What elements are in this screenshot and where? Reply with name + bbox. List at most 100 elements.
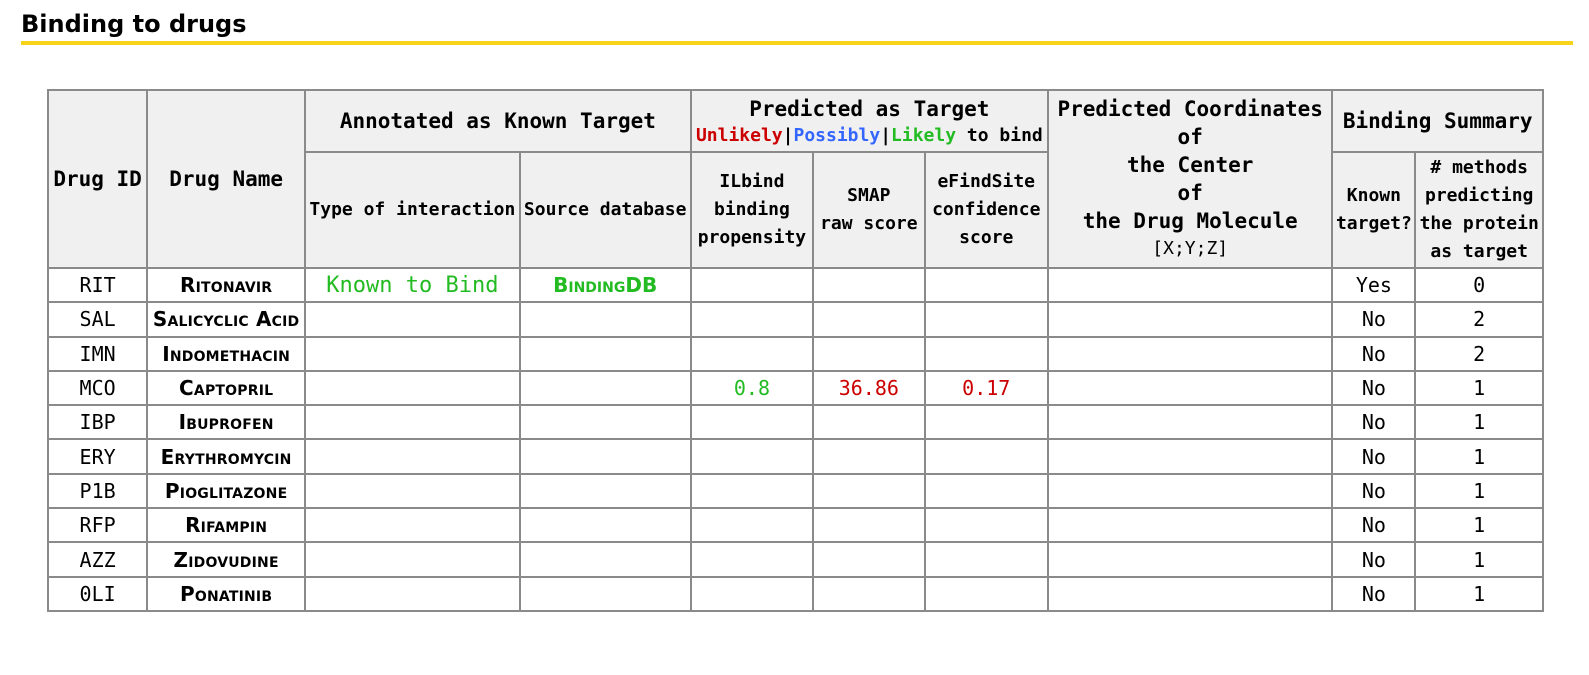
table-row: MCO Captopril 0.8 36.86 0.17 No 1 — [46, 369, 1544, 407]
coordinates-cell — [1046, 301, 1334, 338]
table-row: ERY Erythromycin No 1 — [46, 438, 1544, 475]
source-database-cell — [518, 438, 692, 475]
source-database-cell — [518, 301, 692, 338]
source-database-cell — [518, 404, 692, 441]
smap-score-cell — [812, 404, 926, 441]
efindsite-line-3: score — [959, 227, 1014, 248]
drug-id-cell: RIT — [46, 266, 149, 304]
table-row: AZZ Zidovudine No 1 — [46, 541, 1544, 578]
table-row: IMN Indomethacin No 2 — [46, 335, 1544, 372]
header-predicted-group: Predicted as Target Unlikely|Possibly|Li… — [689, 89, 1050, 153]
num-methods-cell: 0 — [1414, 266, 1544, 304]
known-target-cell: No — [1331, 438, 1417, 475]
known-target-cell: No — [1331, 335, 1417, 372]
ilbind-line-1: ILbind — [719, 171, 785, 192]
ilbind-line-2: binding — [714, 199, 790, 220]
ilbind-score-cell — [689, 541, 815, 578]
header-ilbind: ILbind binding propensity — [689, 151, 815, 269]
header-drug-name: Drug Name — [146, 89, 307, 269]
num-methods-cell: 1 — [1414, 438, 1544, 475]
legend-unlikely: Unlikely — [695, 124, 783, 146]
efindsite-line-1: eFindSite — [937, 171, 1036, 192]
legend-possibly: Possibly — [793, 124, 881, 146]
header-type-of-interaction: Type of interaction — [304, 151, 521, 269]
num-methods-cell: 1 — [1414, 575, 1544, 613]
ilbind-score-cell — [689, 575, 815, 613]
smap-score-cell: 36.86 — [812, 369, 926, 407]
interaction-type-cell — [304, 575, 521, 613]
num-methods-cell: 1 — [1414, 472, 1544, 510]
ilbind-score-cell — [689, 507, 815, 544]
interaction-type-cell — [304, 369, 521, 407]
coords-line-1: Predicted Coordinates — [1057, 97, 1323, 121]
header-coordinates: Predicted Coordinates of the Center of t… — [1046, 89, 1334, 269]
header-smap: SMAP raw score — [812, 151, 926, 269]
efindsite-score-cell — [923, 438, 1049, 475]
coords-line-4: of — [1177, 181, 1203, 205]
header-num-methods: # methods predicting the protein as targ… — [1414, 151, 1544, 269]
coordinates-cell — [1046, 575, 1334, 613]
interaction-type-cell — [304, 541, 521, 578]
known-target-cell: No — [1331, 575, 1417, 613]
header-drug-id: Drug ID — [46, 89, 149, 269]
known-target-line-2: target? — [1335, 213, 1412, 234]
smap-line-2: raw score — [820, 213, 918, 234]
num-methods-cell: 1 — [1414, 541, 1544, 578]
known-target-cell: No — [1331, 369, 1417, 407]
ilbind-line-3: propensity — [697, 227, 807, 248]
coords-line-5: the Drug Molecule — [1082, 209, 1298, 233]
legend-separator: | — [880, 124, 892, 146]
table-row: IBP Ibuprofen No 1 — [46, 404, 1544, 441]
ilbind-score-cell — [689, 438, 815, 475]
drug-name-cell: Erythromycin — [146, 438, 307, 475]
interaction-type-cell — [304, 507, 521, 544]
table-row: RIT Ritonavir Known to Bind BindingDB Yes 0 — [46, 266, 1544, 304]
header-efindsite: eFindSite confidence score — [923, 151, 1049, 269]
num-methods-cell: 1 — [1414, 507, 1544, 544]
binding-legend: Unlikely|Possibly|Likely to bind — [693, 124, 1046, 146]
smap-score-cell — [812, 301, 926, 338]
smap-score-cell — [812, 266, 926, 304]
source-database-cell — [518, 369, 692, 407]
smap-score-cell — [812, 335, 926, 372]
source-database-cell: BindingDB — [518, 266, 692, 304]
known-target-cell: No — [1331, 472, 1417, 510]
ilbind-score-cell — [689, 404, 815, 441]
drug-id-cell: ERY — [46, 438, 149, 475]
efindsite-score-cell — [923, 266, 1049, 304]
smap-score-cell — [812, 507, 926, 544]
num-methods-line-3: the protein — [1419, 213, 1539, 234]
interaction-type-cell — [304, 472, 521, 510]
drug-name-cell: Captopril — [146, 369, 307, 407]
source-database-cell — [518, 335, 692, 372]
smap-score-cell — [812, 575, 926, 613]
table-row: P1B Pioglitazone No 1 — [46, 472, 1544, 510]
coordinates-cell — [1046, 438, 1334, 475]
known-target-cell: No — [1331, 507, 1417, 544]
legend-suffix: to bind — [956, 124, 1043, 146]
drug-id-cell: MCO — [46, 369, 149, 407]
table-row: 0LI Ponatinib No 1 — [46, 575, 1544, 613]
efindsite-score-cell — [923, 404, 1049, 441]
efindsite-score-cell — [923, 575, 1049, 613]
known-target-cell: Yes — [1331, 266, 1417, 304]
efindsite-score-cell — [923, 335, 1049, 372]
drug-name-cell: Rifampin — [146, 507, 307, 544]
coordinates-cell — [1046, 541, 1334, 578]
efindsite-score-cell — [923, 472, 1049, 510]
num-methods-cell: 2 — [1414, 335, 1544, 372]
section-title: Binding to drugs — [21, 10, 1573, 45]
num-methods-line-4: as target — [1430, 241, 1528, 262]
smap-score-cell — [812, 438, 926, 475]
coordinates-cell — [1046, 266, 1334, 304]
efindsite-score-cell: 0.17 — [923, 369, 1049, 407]
drug-id-cell: AZZ — [46, 541, 149, 578]
drug-binding-table: Drug ID Drug Name Annotated as Known Tar… — [46, 89, 1544, 613]
header-known-target: Known target? — [1331, 151, 1417, 269]
smap-score-cell — [812, 541, 926, 578]
num-methods-cell: 2 — [1414, 301, 1544, 338]
coordinates-cell — [1046, 369, 1334, 407]
ilbind-score-cell: 0.8 — [689, 369, 815, 407]
num-methods-cell: 1 — [1414, 369, 1544, 407]
ilbind-score-cell — [689, 301, 815, 338]
